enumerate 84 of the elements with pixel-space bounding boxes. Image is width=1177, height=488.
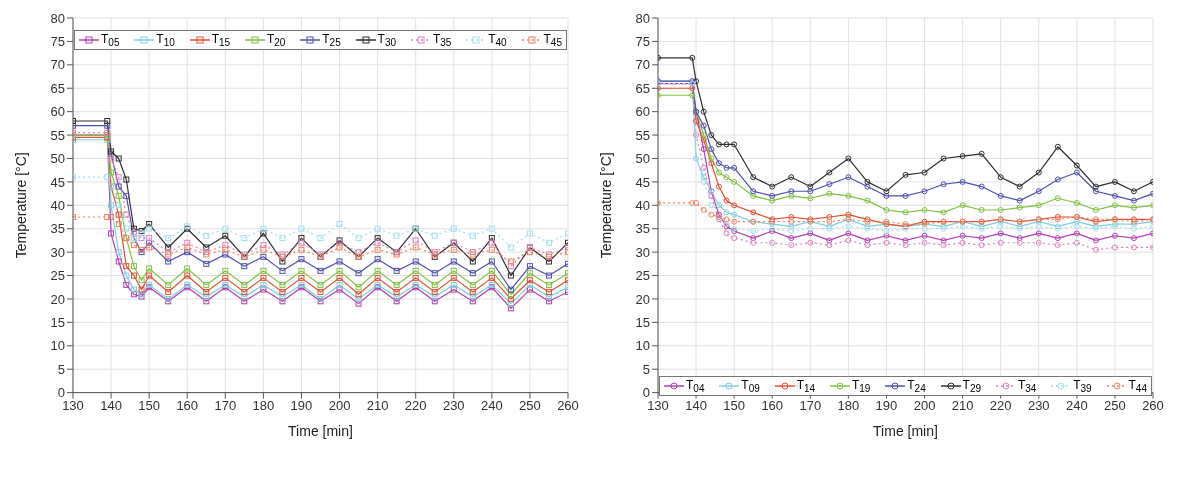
legend-label: T$_{14}$ (796, 378, 816, 395)
x-tick-label: 180 (837, 397, 860, 413)
legend-label: T$_{40}$ (488, 32, 507, 49)
y-axis-title: Temperature [°C] (597, 152, 614, 259)
x-tick-label: 150 (138, 397, 161, 413)
x-tick-label: 190 (875, 397, 898, 413)
x-tick-label: 250 (519, 397, 541, 413)
y-tick-label: 35 (635, 221, 650, 237)
y-tick-label: 0 (642, 385, 650, 401)
legend-label: T$_{19}$ (851, 378, 871, 395)
legend-label: T$_{29}$ (962, 378, 982, 395)
y-tick-label: 40 (50, 197, 65, 213)
y-tick-label: 20 (635, 291, 650, 307)
legend-label: T$_{15}$ (211, 32, 231, 49)
legend-label: T$_{10}$ (156, 32, 175, 49)
x-tick-label: 200 (913, 397, 936, 413)
x-axis-title: Time [min] (873, 422, 938, 439)
x-tick-label: 210 (366, 397, 389, 413)
legend-label: T$_{25}$ (322, 32, 341, 49)
legend-label: T$_{20}$ (266, 32, 286, 49)
x-tick-label: 150 (723, 397, 746, 413)
x-tick-label: 260 (557, 397, 579, 413)
legend-label: T$_{24}$ (907, 378, 926, 395)
x-tick-label: 230 (442, 397, 465, 413)
y-tick-label: 60 (50, 104, 65, 120)
y-tick-label: 75 (50, 34, 65, 50)
x-tick-label: 210 (951, 397, 974, 413)
x-tick-label: 200 (328, 397, 351, 413)
y-tick-label: 50 (50, 151, 65, 167)
y-tick-label: 65 (50, 80, 65, 96)
y-tick-label: 50 (635, 151, 650, 167)
x-tick-label: 230 (1027, 397, 1050, 413)
y-tick-label: 75 (635, 34, 650, 50)
y-tick-label: 70 (50, 57, 65, 73)
y-tick-label: 65 (635, 80, 650, 96)
legend-label: T$_{30}$ (377, 32, 397, 49)
legend-label: T$_{44}$ (1128, 378, 1147, 395)
x-tick-label: 180 (252, 397, 275, 413)
y-tick-label: 20 (50, 291, 65, 307)
y-tick-label: 15 (635, 314, 650, 330)
y-tick-label: 45 (50, 174, 65, 190)
x-tick-label: 220 (989, 397, 1012, 413)
x-tick-label: 160 (176, 397, 199, 413)
y-tick-label: 70 (635, 57, 650, 73)
x-tick-label: 170 (799, 397, 822, 413)
y-tick-label: 10 (635, 338, 650, 354)
x-tick-label: 140 (100, 397, 122, 413)
x-tick-label: 250 (1104, 397, 1126, 413)
y-tick-label: 80 (635, 10, 650, 26)
x-tick-label: 220 (404, 397, 427, 413)
y-tick-label: 35 (50, 221, 65, 237)
x-tick-label: 140 (685, 397, 707, 413)
y-tick-label: 5 (642, 361, 650, 377)
legend-label: T$_{05}$ (101, 32, 120, 49)
y-tick-label: 25 (50, 268, 65, 284)
x-tick-label: 130 (62, 397, 84, 413)
y-tick-label: 15 (50, 314, 65, 330)
y-tick-label: 10 (50, 338, 65, 354)
y-tick-label: 80 (50, 10, 65, 26)
x-tick-label: 240 (1065, 397, 1088, 413)
y-tick-label: 30 (635, 244, 650, 260)
y-tick-label: 60 (635, 104, 650, 120)
x-tick-label: 260 (1142, 397, 1164, 413)
y-axis-title: Temperature [°C] (12, 152, 29, 259)
y-tick-label: 45 (635, 174, 650, 190)
legend-label: T$_{39}$ (1073, 378, 1092, 395)
y-tick-label: 0 (57, 385, 65, 401)
x-tick-label: 130 (647, 397, 669, 413)
x-tick-label: 190 (290, 397, 313, 413)
legend-label: T$_{04}$ (686, 378, 705, 395)
legend-label: T$_{34}$ (1017, 378, 1037, 395)
x-axis-title: Time [min] (288, 422, 353, 439)
x-tick-label: 240 (480, 397, 503, 413)
legend-label: T$_{09}$ (741, 378, 760, 395)
y-tick-label: 25 (635, 268, 650, 284)
y-tick-label: 5 (57, 361, 65, 377)
y-tick-label: 30 (50, 244, 65, 260)
y-tick-label: 55 (50, 127, 65, 143)
legend-label: T$_{45}$ (543, 32, 562, 49)
x-tick-label: 170 (214, 397, 237, 413)
legend-label: T$_{35}$ (432, 32, 452, 49)
y-tick-label: 55 (635, 127, 650, 143)
y-tick-label: 40 (635, 197, 650, 213)
x-tick-label: 160 (761, 397, 784, 413)
